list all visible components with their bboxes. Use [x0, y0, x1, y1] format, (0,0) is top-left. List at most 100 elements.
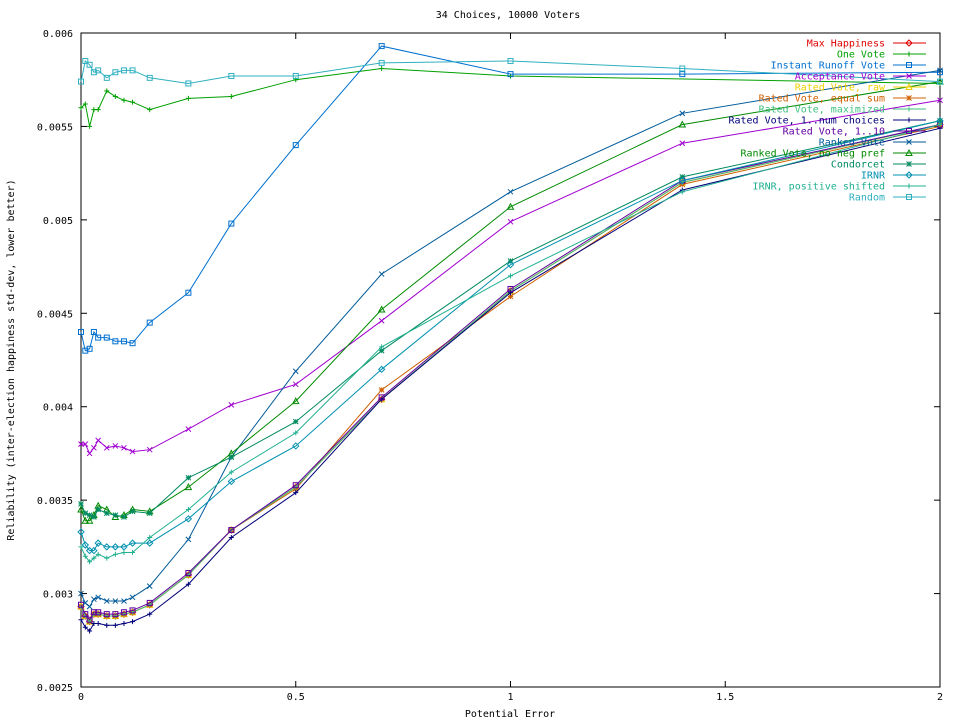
data-point: [78, 105, 84, 111]
legend-marker: [906, 194, 912, 200]
data-point: [112, 443, 119, 449]
y-tick-label: 0.0025: [37, 683, 73, 694]
data-point: [112, 338, 119, 345]
data-point: [120, 338, 127, 345]
data-point: [146, 74, 153, 81]
data-point: [228, 220, 235, 227]
series-rated-vote-maximized: [78, 122, 943, 625]
data-point: [86, 616, 93, 623]
data-point: [78, 328, 84, 335]
data-point: [506, 260, 515, 269]
data-point: [185, 80, 192, 87]
data-point: [906, 183, 912, 189]
data-point: [82, 441, 89, 447]
data-point: [95, 594, 102, 601]
data-point: [906, 139, 912, 145]
legend-label: Instant Runoff Vote: [771, 61, 885, 72]
data-point: [937, 122, 943, 128]
legend-label: Condorcet: [831, 160, 885, 171]
data-point: [103, 74, 110, 81]
data-point: [292, 418, 299, 425]
series-line: [80, 124, 941, 623]
x-tick-label: 2: [937, 692, 943, 703]
data-point: [95, 67, 102, 74]
legend-label: IRNR, positive shifted: [753, 182, 885, 193]
x-tick-label: 1.5: [716, 692, 734, 703]
data-point: [81, 541, 90, 549]
data-point: [228, 454, 235, 461]
data-point: [87, 559, 93, 565]
legend-label: One Vote: [837, 50, 885, 61]
data-point: [121, 444, 127, 451]
legend-label: IRNR: [861, 171, 886, 182]
data-point: [103, 334, 110, 341]
legend-label: Rated Vote, equal sum: [759, 94, 885, 105]
data-point: [185, 570, 192, 577]
series-line: [80, 124, 941, 623]
data-point: [185, 474, 192, 481]
legend-label: Max Happiness: [807, 39, 885, 50]
data-point: [378, 394, 385, 401]
data-point: [507, 285, 514, 292]
data-point: [95, 620, 101, 626]
data-point: [146, 583, 153, 589]
data-point: [507, 58, 514, 65]
legend-marker: [905, 39, 913, 47]
data-point: [507, 293, 514, 300]
data-point: [112, 598, 119, 604]
data-point: [104, 555, 110, 561]
data-point: [130, 549, 136, 555]
data-point: [228, 72, 235, 79]
series-random: [78, 58, 943, 87]
data-point: [129, 340, 136, 347]
data-point: [112, 94, 118, 100]
data-point: [146, 510, 153, 517]
data-point: [228, 527, 235, 534]
series-line: [80, 67, 941, 127]
data-point: [378, 271, 385, 277]
y-tick-label: 0.0035: [37, 496, 73, 507]
data-point: [129, 508, 136, 515]
data-point: [906, 62, 912, 68]
data-point: [103, 611, 110, 618]
data-point: [112, 512, 119, 518]
data-point: [77, 505, 85, 513]
y-tick-label: 0.0045: [37, 309, 73, 320]
data-point: [86, 603, 93, 610]
x-tick-label: 0: [78, 692, 84, 703]
data-point: [905, 82, 913, 90]
data-point: [104, 88, 110, 94]
data-point: [228, 535, 234, 541]
series-one-vote: [78, 66, 943, 129]
legend-label: Rated Vote, raw: [795, 83, 886, 94]
data-point: [506, 202, 515, 210]
data-point: [293, 490, 299, 496]
data-point: [129, 594, 136, 601]
data-point: [112, 611, 119, 618]
data-point: [292, 368, 299, 375]
data-point: [111, 543, 120, 551]
data-point: [128, 539, 137, 547]
data-point: [228, 401, 235, 408]
series-rated-vote-equal-sum: [78, 123, 943, 625]
data-point: [112, 551, 118, 557]
series-acceptance-vote: [78, 97, 943, 457]
data-point: [937, 97, 943, 104]
x-axis-label: Potential Error: [465, 709, 555, 720]
data-point: [228, 94, 234, 100]
legend-label: Rated Vote, 1..10: [783, 127, 885, 138]
legend-marker: [906, 161, 912, 167]
data-point: [679, 140, 686, 147]
series-max-happiness: [77, 120, 944, 626]
data-point: [678, 176, 687, 185]
data-point: [95, 551, 101, 557]
series-ranked-vote-no-neg-pref: [77, 77, 944, 524]
data-point: [78, 544, 84, 550]
series-line: [80, 124, 941, 623]
data-point: [292, 142, 299, 149]
series-line: [80, 124, 941, 621]
data-point: [378, 59, 385, 66]
data-point: [121, 620, 127, 626]
legend-label: Ranked Vote, no neg pref: [741, 149, 886, 160]
legend-marker: [906, 128, 912, 134]
